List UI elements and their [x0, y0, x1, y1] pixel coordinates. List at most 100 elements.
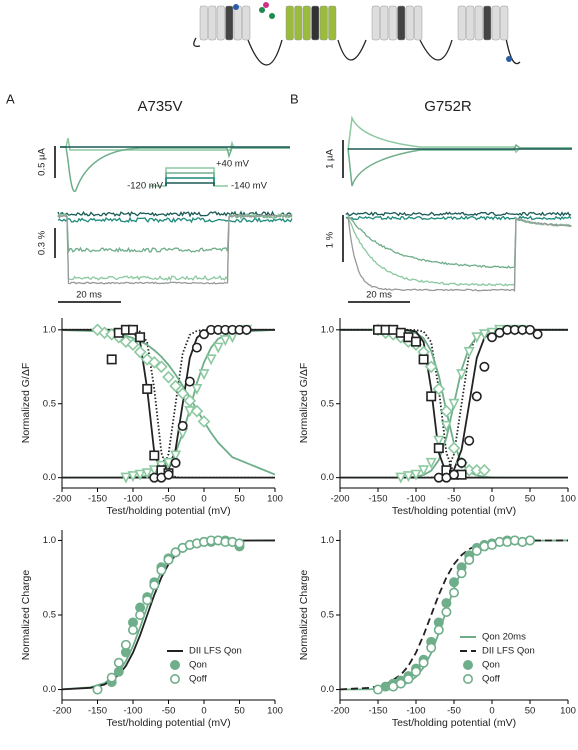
marker — [440, 420, 452, 432]
trace — [57, 214, 293, 285]
marker — [418, 354, 429, 365]
marker — [486, 332, 497, 343]
marker — [113, 657, 124, 668]
marker — [462, 673, 473, 684]
legend-label: Qoff — [482, 674, 500, 685]
helix — [397, 5, 406, 41]
legend-label: DII LFS Qon — [189, 646, 242, 657]
helix — [457, 5, 466, 41]
marker — [426, 642, 437, 653]
trace — [347, 215, 572, 287]
marker — [170, 673, 181, 684]
x-tick-label: -200 — [52, 706, 71, 717]
x-tick-label: 0 — [489, 494, 494, 505]
marker — [479, 361, 490, 372]
legend-label: Qon — [482, 660, 500, 671]
scale-label: 1 % — [325, 231, 336, 248]
marker — [234, 538, 245, 549]
marker — [462, 659, 473, 670]
y-tick-label: 0.0 — [321, 684, 334, 695]
panel-title: G752R — [424, 98, 472, 115]
panel-label: A — [6, 91, 15, 106]
y-axis-label: Normalized Charge — [20, 570, 32, 661]
marker — [241, 324, 252, 335]
marker — [205, 354, 217, 366]
y-tick-label: 1.0 — [321, 324, 334, 335]
marker — [478, 463, 491, 477]
trace — [345, 215, 572, 221]
marker — [133, 345, 147, 359]
channel-topology — [193, 2, 521, 66]
y-tick-label: 0.0 — [43, 684, 56, 695]
marker — [134, 469, 146, 481]
marker — [170, 547, 181, 558]
y-tick-label: 0.5 — [321, 610, 334, 621]
chart: -200 -150 -100 -50 0 50 100 0.0 0.5 1.0 Test/holdi… — [20, 318, 283, 517]
marker — [372, 684, 383, 695]
marker — [395, 472, 407, 484]
marker — [456, 568, 467, 579]
helix — [474, 5, 483, 41]
x-tick-label: -100 — [123, 494, 142, 505]
marker — [177, 420, 188, 431]
marker — [478, 329, 490, 341]
marker — [169, 379, 182, 393]
helix — [414, 5, 423, 41]
marker — [402, 471, 414, 483]
marker — [395, 678, 406, 689]
marker — [524, 535, 535, 546]
legend-label: Qoff — [189, 674, 207, 685]
helix — [302, 5, 311, 41]
marker — [135, 609, 146, 620]
x-tick-label: -200 — [330, 494, 349, 505]
legend: Qon 20ms DII LFS Qon Qon Qoff — [460, 632, 535, 685]
x-tick-label: -100 — [406, 494, 425, 505]
voltage-protocol — [150, 167, 228, 187]
marker — [440, 404, 453, 418]
marker — [456, 369, 468, 381]
marker — [142, 383, 153, 394]
marker — [403, 674, 414, 685]
marker — [162, 370, 175, 384]
y-tick-label: 1.0 — [43, 535, 56, 546]
marker — [176, 387, 190, 400]
marker — [197, 415, 211, 428]
x-tick-label: 50 — [525, 494, 536, 505]
marker — [141, 468, 153, 480]
fit-line — [62, 328, 275, 479]
y-tick-label: 0.0 — [321, 472, 334, 483]
helix — [233, 5, 242, 41]
x-tick-label: -50 — [447, 494, 461, 505]
marker — [441, 598, 452, 609]
legend-label: Qon — [189, 660, 207, 671]
marker — [426, 391, 437, 402]
marker — [128, 624, 139, 635]
helix — [491, 5, 500, 41]
legend-label: Qon 20ms — [482, 632, 526, 643]
scale-label: 20 ms — [76, 290, 102, 301]
chart: -200 -150 -100 -50 0 50 100 0.0 0.5 1.0 Test/holdi… — [298, 318, 576, 517]
helix — [242, 5, 251, 41]
marker — [410, 336, 421, 347]
marker — [448, 577, 459, 588]
x-axis-label: Test/holding potential (mV) — [106, 717, 230, 729]
scale-label: 20 ms — [366, 290, 392, 301]
residue-marker — [259, 7, 265, 13]
marker — [142, 595, 153, 606]
residue-marker — [233, 4, 239, 10]
loop — [193, 37, 521, 66]
residue-marker — [506, 56, 512, 62]
x-tick-label: -150 — [368, 494, 387, 505]
y-tick-label: 0.5 — [43, 398, 56, 409]
x-axis-label: Test/holding potential (mV) — [392, 505, 516, 517]
helix — [216, 5, 225, 41]
marker — [126, 338, 140, 351]
x-tick-label: -150 — [88, 706, 107, 717]
marker — [410, 666, 421, 677]
x-tick-label: 0 — [201, 706, 206, 717]
marker — [441, 607, 452, 618]
helix — [483, 5, 492, 41]
y-tick-label: 0.5 — [43, 610, 56, 621]
trace — [57, 213, 293, 282]
y-tick-label: 0.0 — [43, 472, 56, 483]
